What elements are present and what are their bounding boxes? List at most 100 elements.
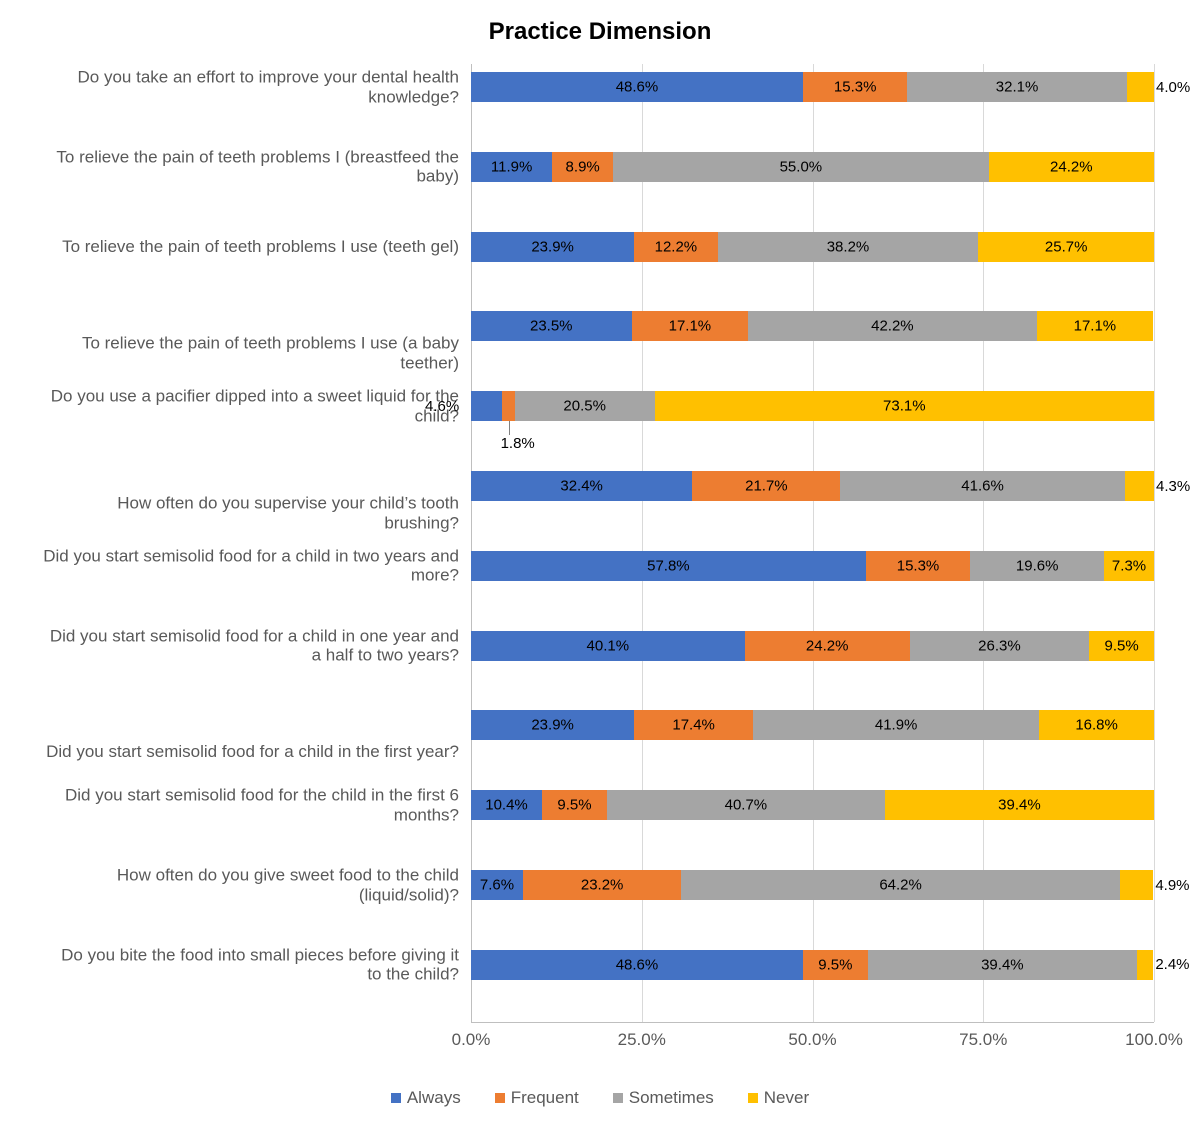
bar-segment [1125, 471, 1154, 501]
bar-segment: 17.1% [1037, 311, 1154, 341]
bar-segment: 20.5% [515, 391, 655, 421]
category-label: Did you start semisolid food for a child… [43, 626, 471, 665]
bar-segment: 39.4% [868, 950, 1137, 980]
bar-segment-label: 15.3% [897, 557, 940, 574]
bar-segment: 7.3% [1104, 551, 1154, 581]
bar-segment-label-outside: 4.3% [1156, 478, 1190, 495]
bar-segment: 23.5% [471, 311, 632, 341]
bar-segment-label-outside: 4.9% [1155, 877, 1189, 894]
category-label: Do you take an effort to improve your de… [43, 67, 471, 106]
bar-row: 40.1%24.2%26.3%9.5% [471, 631, 1154, 661]
bar-segment: 16.8% [1039, 710, 1154, 740]
bar-segment: 15.3% [866, 551, 970, 581]
bar-segment: 24.2% [989, 152, 1154, 182]
bar-segment-label: 23.9% [531, 238, 574, 255]
bar-segment-label: 21.7% [745, 478, 788, 495]
bar-segment [502, 391, 514, 421]
bar-segment: 9.5% [542, 790, 607, 820]
bar-segment-label: 40.1% [587, 637, 630, 654]
bar-row: 20.5% 73.1% [471, 391, 1154, 421]
bar-segment-label: 40.7% [725, 797, 768, 814]
bar-segment-callout-label: 4.6% [425, 398, 459, 415]
bar-segment-label: 41.9% [875, 717, 918, 734]
category-label: How often do you give sweet food to the … [43, 865, 471, 904]
x-tick-label: 75.0% [959, 1030, 1007, 1050]
bar-segment: 9.5% [803, 950, 868, 980]
category-label: To relieve the pain of teeth problems I … [43, 147, 471, 186]
bar-segment-label: 25.7% [1045, 238, 1088, 255]
x-axis-line [471, 1022, 1154, 1023]
bar-segment-label: 23.5% [530, 318, 573, 335]
bar-segment-label: 42.2% [871, 318, 914, 335]
bar-row: 48.6% 15.3% 32.1% [471, 72, 1154, 102]
bar-segment: 10.4% [471, 790, 542, 820]
bar-segment: 55.0% [613, 152, 989, 182]
category-label: Do you use a pacifier dipped into a swee… [43, 387, 471, 426]
legend-label: Sometimes [629, 1088, 714, 1108]
bar-segment-label: 38.2% [827, 238, 870, 255]
legend-label: Always [407, 1088, 461, 1108]
bar-row: 7.6%23.2%64.2% [471, 870, 1154, 900]
bar-segment: 40.7% [607, 790, 885, 820]
bar-segment-label: 9.5% [818, 956, 852, 973]
bar-segment-label: 32.1% [996, 79, 1039, 96]
bar-segment: 17.4% [634, 710, 753, 740]
category-label: Do you bite the food into small pieces b… [43, 945, 471, 984]
bar-segment: 26.3% [910, 631, 1089, 661]
bar-segment: 42.2% [748, 311, 1036, 341]
bar-row: 10.4% 9.5% 40.7% 39.4% [471, 790, 1154, 820]
bar-segment: 15.3% [803, 72, 907, 102]
bar-segment: 32.4% [471, 471, 692, 501]
bar-segment: 32.1% [907, 72, 1126, 102]
callout-leader-line [509, 421, 510, 435]
bar-segment: 48.6% [471, 950, 803, 980]
bar-segment-label: 11.9% [491, 158, 532, 175]
bar-segment: 12.2% [634, 232, 717, 262]
legend-item: Always [391, 1088, 461, 1108]
bar-row: 11.9% 8.9% 55.0% 24.2% [471, 152, 1154, 182]
x-tick-label: 0.0% [452, 1030, 491, 1050]
category-label: To relieve the pain of teeth problems I … [43, 237, 471, 257]
bar-segment-label: 8.9% [566, 158, 600, 175]
bar-segment: 17.1% [632, 311, 749, 341]
chart-title: Practice Dimension [0, 18, 1200, 46]
bar-segment-label-outside: 2.4% [1155, 956, 1189, 973]
bar-segment: 8.9% [552, 152, 613, 182]
category-label: How often do you supervise your child’s … [43, 493, 471, 532]
bar-segment-label: 17.1% [669, 318, 712, 335]
bar-segment-label: 17.1% [1074, 318, 1117, 335]
bar-segment-label-outside: 4.0% [1156, 79, 1190, 96]
bar-segment-label: 64.2% [879, 877, 922, 894]
bar-segment [1127, 72, 1154, 102]
x-tick-label: 25.0% [618, 1030, 666, 1050]
legend-swatch [495, 1093, 505, 1103]
bar-segment: 7.6% [471, 870, 523, 900]
legend-swatch [391, 1093, 401, 1103]
legend-label: Never [764, 1088, 809, 1108]
bar-segment-label: 57.8% [647, 557, 690, 574]
bar-segment: 25.7% [978, 232, 1154, 262]
bar-segment-label: 7.6% [480, 877, 514, 894]
bar-segment-label: 9.5% [557, 797, 591, 814]
bar-segment: 39.4% [885, 790, 1154, 820]
legend-swatch [613, 1093, 623, 1103]
bar-segment-label: 73.1% [883, 398, 926, 415]
x-tick-label: 100.0% [1125, 1030, 1183, 1050]
bar-segment: 40.1% [471, 631, 745, 661]
bar-segment-label: 17.4% [672, 717, 715, 734]
bar-segment: 73.1% [655, 391, 1154, 421]
category-label: Did you start semisolid food for a child… [43, 546, 471, 585]
bar-segment: 11.9% [471, 152, 552, 182]
bar-segment-label: 7.3% [1112, 557, 1146, 574]
bar-segment: 23.9% [471, 232, 634, 262]
bar-segment-label: 24.2% [1050, 158, 1093, 175]
bar-segment-label: 41.6% [961, 478, 1004, 495]
bar-segment [1120, 870, 1153, 900]
category-label: Did you start semisolid food for the chi… [43, 786, 471, 825]
bar-segment-label: 48.6% [616, 79, 659, 96]
bar-segment-label: 39.4% [998, 797, 1041, 814]
chart-container: Practice Dimension 0.0%25.0%50.0%75.0%10… [0, 0, 1200, 1132]
bar-segment-label: 10.4% [485, 797, 528, 814]
legend-item: Frequent [495, 1088, 579, 1108]
bar-segment: 23.9% [471, 710, 634, 740]
